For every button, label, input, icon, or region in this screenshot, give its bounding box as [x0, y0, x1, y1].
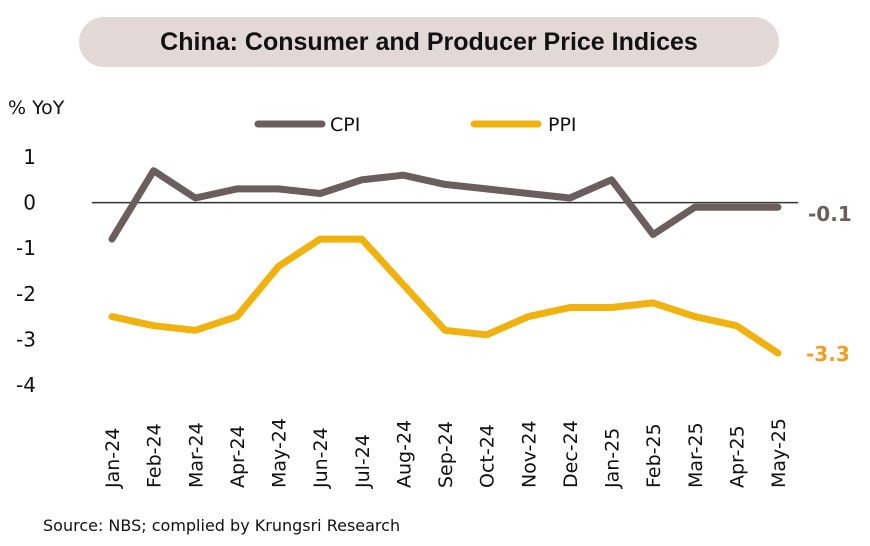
x-tick-label: Mar-25 — [685, 422, 707, 488]
x-tick-label: Apr-25 — [726, 425, 748, 488]
x-tick-label: Jan-25 — [602, 428, 624, 489]
x-tick-label: May-25 — [768, 418, 790, 488]
title-banner: China: Consumer and Producer Price Indic… — [79, 17, 779, 67]
legend-label-cpi: CPI — [330, 114, 360, 136]
legend-label-ppi: PPI — [548, 114, 577, 136]
series-line-ppi — [108, 235, 782, 357]
x-tick-label: Sep-24 — [435, 421, 457, 488]
chart-title: China: Consumer and Producer Price Indic… — [160, 27, 698, 56]
y-tick-label: -4 — [16, 373, 36, 397]
y-tick-label: -1 — [16, 236, 36, 260]
x-tick-label: Feb-25 — [643, 423, 665, 488]
y-axis-label: % YoY — [8, 97, 65, 119]
x-tick-label: May-24 — [269, 418, 291, 488]
x-tick-label: Oct-24 — [477, 424, 499, 488]
x-tick-label: Jun-24 — [310, 427, 332, 489]
y-tick-label: 0 — [23, 191, 36, 215]
y-tick-label: 1 — [23, 145, 36, 169]
x-tick-label: Apr-24 — [227, 425, 249, 488]
x-tick-label: Nov-24 — [518, 420, 540, 488]
source-note: Source: NBS; complied by Krungsri Resear… — [43, 516, 401, 535]
x-tick-label: Jul-24 — [352, 434, 374, 489]
series-line-cpi — [108, 167, 782, 243]
y-tick-label: -3 — [16, 327, 36, 351]
x-tick-label: Jan-24 — [102, 428, 124, 489]
ppi-end-label: -3.3 — [806, 342, 850, 366]
x-tick-label: Aug-24 — [393, 420, 415, 488]
x-tick-label: Feb-24 — [144, 423, 166, 488]
cpi-end-label: -0.1 — [808, 202, 852, 226]
x-tick-label: Mar-24 — [185, 422, 207, 488]
x-tick-label: Dec-24 — [560, 420, 582, 488]
y-tick-label: -2 — [16, 282, 36, 306]
